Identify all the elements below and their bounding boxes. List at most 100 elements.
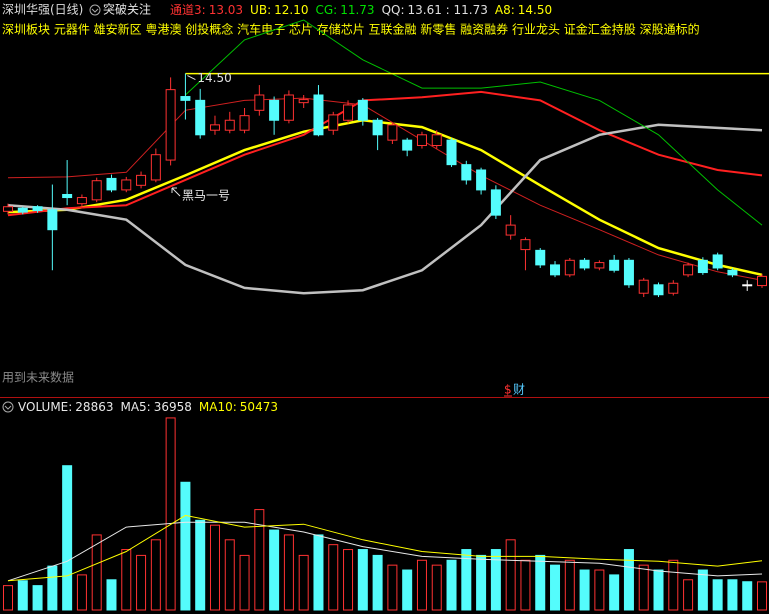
candle-body bbox=[476, 169, 487, 191]
volume-bar bbox=[638, 564, 649, 611]
volume-bar bbox=[150, 539, 161, 611]
volume-bar bbox=[372, 554, 383, 611]
volume-bar bbox=[446, 559, 457, 611]
candle-body bbox=[180, 96, 191, 101]
reference-label: 14.50 bbox=[197, 71, 231, 85]
volume-bar bbox=[490, 549, 501, 611]
volume-bar bbox=[476, 554, 487, 611]
candle-body bbox=[742, 284, 753, 287]
candle-body bbox=[623, 259, 634, 286]
candle-body bbox=[505, 224, 516, 236]
volume-bar bbox=[653, 569, 664, 611]
candle-body bbox=[328, 114, 339, 131]
candle-body bbox=[239, 115, 250, 131]
indicator-header: 通道3: 13.03 UB: 12.10 CG: 11.73 QQ: 13.61 : 11.7… bbox=[170, 3, 552, 17]
candle-body bbox=[195, 99, 206, 136]
indicator-line bbox=[7, 521, 763, 582]
volume-icon[interactable] bbox=[2, 401, 14, 413]
candle-body bbox=[121, 179, 132, 191]
volume-bar bbox=[609, 574, 620, 611]
volume-bar bbox=[387, 564, 398, 611]
volume-bar bbox=[47, 565, 58, 611]
volume-bar bbox=[121, 549, 132, 611]
indicator-value: 13.61 : 11.73 bbox=[408, 3, 488, 17]
candle-body bbox=[224, 119, 235, 131]
indicator-line bbox=[185, 19, 763, 226]
candle-body bbox=[446, 139, 457, 166]
volume-bar bbox=[712, 579, 723, 611]
indicator-line bbox=[7, 97, 763, 281]
candle-body bbox=[727, 269, 738, 276]
volume-bar bbox=[32, 585, 43, 611]
indicator-value: 11.73 bbox=[340, 3, 374, 17]
candle-body bbox=[372, 119, 383, 136]
candle-body bbox=[136, 174, 147, 186]
volume-bar bbox=[431, 564, 442, 611]
candle-body bbox=[638, 279, 649, 294]
volume-bar bbox=[254, 509, 265, 611]
volume-bar bbox=[623, 549, 634, 611]
watch-label[interactable]: 突破关注 bbox=[103, 2, 151, 17]
volume-bar bbox=[136, 554, 147, 611]
volume-bar bbox=[328, 544, 339, 611]
candle-body bbox=[416, 134, 427, 147]
indicator-value: 12.10 bbox=[274, 3, 308, 17]
ma-label: MA5: bbox=[120, 400, 150, 414]
watch-icon-chevron bbox=[91, 8, 99, 13]
candle-body bbox=[579, 259, 590, 269]
volume-bar bbox=[579, 569, 590, 611]
candle-body bbox=[757, 275, 767, 287]
volume-bar bbox=[683, 579, 694, 611]
volume-bar bbox=[239, 554, 250, 611]
volume-value: 28863 bbox=[75, 400, 113, 414]
candle-body bbox=[298, 99, 309, 104]
volume-bar bbox=[224, 539, 235, 611]
candle-body bbox=[668, 282, 679, 294]
finance-icon[interactable]: $ bbox=[504, 383, 512, 397]
volume-bar bbox=[165, 417, 176, 611]
volume-bar bbox=[195, 519, 206, 611]
volume-bar bbox=[564, 559, 575, 611]
indicator-value: 13.03 bbox=[209, 3, 243, 17]
volume-bar bbox=[520, 559, 531, 611]
finance-marker[interactable]: 财 bbox=[513, 383, 525, 397]
volume-bar bbox=[668, 559, 679, 611]
volume-bar bbox=[298, 554, 309, 611]
candle-body bbox=[32, 206, 43, 212]
candle-body bbox=[387, 124, 398, 141]
volume-bar bbox=[343, 549, 354, 611]
candle-body bbox=[402, 139, 413, 151]
indicator-line bbox=[7, 123, 763, 295]
volume-bar bbox=[757, 581, 767, 611]
candle-body bbox=[269, 99, 280, 121]
candle-body bbox=[165, 89, 176, 161]
ma-value: 36958 bbox=[154, 400, 192, 414]
indicator-label: 通道3: bbox=[170, 3, 206, 17]
indicator-label: UB: bbox=[250, 3, 271, 17]
reference-pointer bbox=[187, 75, 196, 81]
volume-bar bbox=[17, 580, 28, 611]
volume-header: VOLUME: 28863 MA5: 36958 MA10: 50473 bbox=[18, 400, 278, 414]
candle-body bbox=[106, 177, 117, 191]
watch-icon[interactable] bbox=[89, 4, 101, 16]
volume-bar bbox=[209, 524, 220, 611]
future-data-note: 用到未来数据 bbox=[2, 370, 74, 385]
candle-body bbox=[550, 264, 561, 276]
volume-bar bbox=[594, 569, 605, 611]
candle-body bbox=[47, 209, 58, 231]
volume-bar bbox=[283, 534, 294, 611]
volume-bar bbox=[269, 529, 280, 611]
indicator-label: A8: bbox=[495, 3, 515, 17]
candle-body bbox=[76, 197, 87, 205]
volume-bar bbox=[62, 465, 73, 611]
candle-body bbox=[3, 206, 13, 212]
volume-bar bbox=[697, 569, 708, 611]
volume-bar bbox=[313, 534, 324, 611]
candle-body bbox=[564, 259, 575, 276]
indicator-line bbox=[7, 90, 763, 217]
candle-body bbox=[62, 193, 73, 199]
candle-body bbox=[431, 134, 442, 147]
candle-body bbox=[313, 94, 324, 136]
